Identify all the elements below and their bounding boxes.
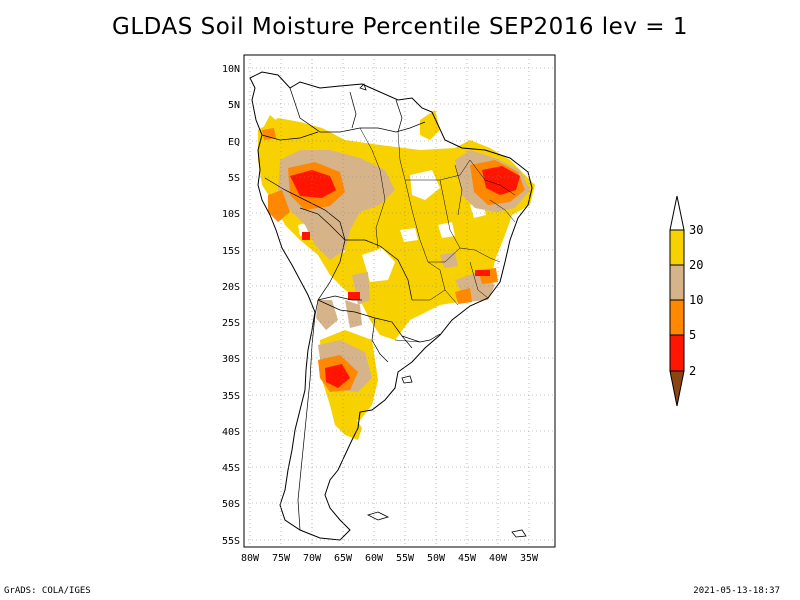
legend-triangle-below-2 [669, 370, 685, 407]
legend-label: 20 [689, 258, 703, 272]
footer-credit: GrADS: COLA/IGES [4, 586, 91, 596]
legend-label: 2 [689, 364, 696, 378]
lon-tick-label: 40W [489, 553, 508, 564]
legend-swatch-5-10 [669, 299, 685, 336]
country-borders [261, 87, 441, 531]
legend-label: 30 [689, 223, 703, 237]
islands [359, 83, 527, 538]
legend-swatch-10-20 [669, 264, 685, 301]
legend-triangle-above-30 [669, 195, 685, 231]
lon-tick-label: 65W [334, 553, 353, 564]
longitude-axis: 80W 75W 70W 65W 60W 55W 50W 45W 40W 35W [241, 553, 539, 564]
state-borders [359, 127, 516, 343]
lat-tick-label: 35S [222, 391, 240, 402]
legend-swatch-2-5 [669, 334, 685, 372]
lat-tick-label: 50S [222, 499, 240, 510]
color-legend [669, 195, 685, 407]
lat-tick-label: EQ [228, 137, 240, 148]
lon-tick-label: 80W [241, 553, 260, 564]
lon-tick-label: 55W [396, 553, 415, 564]
legend-labels: 30 20 10 5 2 [689, 223, 703, 378]
map-title: GLDAS Soil Moisture Percentile SEP2016 l… [112, 14, 688, 40]
percentile-2-5-areas [290, 166, 520, 388]
lon-tick-label: 45W [458, 553, 477, 564]
lon-tick-label: 75W [272, 553, 291, 564]
lat-tick-label: 5S [228, 173, 240, 184]
lat-tick-label: 10S [222, 209, 240, 220]
lat-tick-label: 25S [222, 318, 240, 329]
continent-coastline [249, 71, 533, 541]
lat-tick-label: 30S [222, 354, 240, 365]
lat-tick-label: 15S [222, 246, 240, 257]
legend-label: 5 [689, 328, 696, 342]
legend-swatch-20-30 [669, 229, 685, 266]
lat-tick-label: 10N [222, 64, 240, 75]
lon-tick-label: 70W [303, 553, 322, 564]
lat-tick-label: 55S [222, 536, 240, 547]
lat-tick-label: 40S [222, 427, 240, 438]
lon-tick-label: 35W [520, 553, 539, 564]
legend-label: 10 [689, 293, 703, 307]
lat-tick-label: 45S [222, 463, 240, 474]
lon-tick-label: 60W [365, 553, 384, 564]
lon-tick-label: 50W [427, 553, 446, 564]
lat-tick-label: 20S [222, 282, 240, 293]
lat-tick-label: 5N [228, 100, 240, 111]
percentile-field [258, 110, 535, 440]
latitude-axis: 10N 5N EQ 5S 10S 15S 20S 25S 30S 35S 40S… [222, 64, 240, 547]
footer-timestamp: 2021-05-13-18:37 [693, 586, 780, 596]
